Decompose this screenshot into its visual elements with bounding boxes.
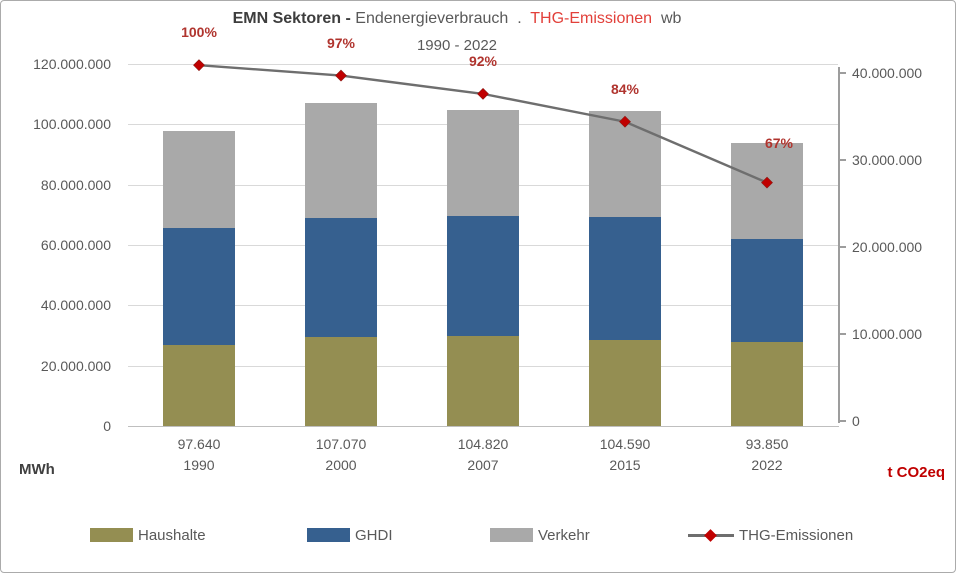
right-axis-tick	[838, 159, 846, 161]
percent-label: 67%	[764, 134, 794, 151]
legend-item-haushalte: Haushalte	[90, 525, 206, 545]
legend-label: GHDI	[355, 526, 393, 544]
thg-marker-icon	[477, 87, 489, 100]
left-axis-tick-label: 20.000.000	[40, 357, 111, 374]
bar-segment-verkehr	[589, 110, 661, 217]
verkehr-swatch-icon	[490, 528, 533, 542]
thg-marker-icon	[193, 59, 205, 72]
right-axis-tick-label: 20.000.000	[852, 239, 923, 255]
right-axis-line	[838, 67, 840, 423]
left-axis-tick-label: 80.000.000	[40, 176, 111, 193]
thg-emissions-line-layer	[193, 59, 773, 189]
percent-label: 92%	[468, 52, 498, 69]
x-axis-label-2007: 104.820 2007	[412, 434, 554, 476]
ghdi-swatch-icon	[307, 528, 350, 542]
x-axis-total-label: 104.590	[599, 436, 651, 452]
bar-segment-verkehr	[305, 103, 377, 218]
x-axis-total-label: 97.640	[177, 436, 221, 452]
bar-segment-haushalte	[305, 337, 377, 426]
x-axis-year-label: 2007	[467, 457, 499, 473]
bar-segment-verkehr	[163, 131, 235, 229]
bar-segment-haushalte	[589, 340, 661, 426]
legend-label: Verkehr	[538, 526, 590, 544]
x-axis-year-label: 2022	[751, 457, 783, 473]
title-segment: .	[508, 10, 531, 27]
bar-stack-1990	[163, 131, 235, 426]
title-segment: THG-Emissionen	[530, 10, 653, 27]
bar-segment-verkehr	[731, 142, 803, 239]
thg-marker-icon	[335, 69, 347, 82]
bar-segment-ghdi	[447, 216, 519, 336]
x-axis-label-2015: 104.590 2015	[554, 434, 696, 476]
legend-label: Haushalte	[138, 526, 206, 544]
bar-segment-ghdi	[731, 238, 803, 342]
bar-stack-2007	[447, 109, 519, 426]
haushalte-swatch-icon	[90, 528, 133, 542]
percent-label: 100%	[181, 24, 217, 41]
legend-item-verkehr: Verkehr	[490, 525, 590, 545]
right-axis-tick	[838, 420, 846, 422]
x-axis-label-1990: 97.640 1990	[128, 434, 270, 476]
bar-segment-ghdi	[305, 217, 377, 338]
right-axis-tick-label: 0	[852, 413, 860, 429]
percent-label: 84%	[610, 80, 640, 97]
bar-stack-2000	[305, 103, 377, 426]
right-axis-unit-label: t CO2eq	[887, 464, 945, 481]
right-axis-tick	[838, 333, 846, 335]
x-axis-year-label: 2000	[325, 457, 357, 473]
legend-item-ghdi: GHDI	[307, 525, 393, 545]
x-axis-total-label: 104.820	[457, 436, 509, 452]
bar-stack-2022	[731, 142, 803, 426]
bar-segment-haushalte	[163, 344, 235, 426]
legend: Haushalte GHDI Verkehr THG-Emissionen	[1, 525, 955, 549]
title-segment: wb	[652, 10, 682, 27]
gridline	[128, 64, 838, 65]
thg-marker-icon	[761, 176, 773, 189]
left-axis-tick-label: 120.000.000	[33, 56, 111, 72]
title-segment: EMN Sektoren -	[232, 10, 356, 27]
x-axis-total-label: 93.850	[745, 436, 789, 452]
bar-segment-ghdi	[589, 216, 661, 341]
x-axis-year-label: 2015	[609, 457, 641, 473]
title-segment: Endenergieverbrauch	[355, 10, 509, 27]
chart-title: EMN Sektoren - Endenergieverbrauch . THG…	[1, 10, 913, 28]
x-axis-line	[128, 426, 839, 427]
x-axis-year-label: 1990	[183, 457, 215, 473]
right-axis-tick	[838, 246, 846, 248]
diamond-marker-icon	[704, 528, 717, 542]
bar-segment-ghdi	[163, 228, 235, 345]
bar-segment-verkehr	[447, 109, 519, 217]
right-axis-tick-label: 30.000.000	[852, 152, 923, 168]
x-axis-label-2022: 93.850 2022	[696, 434, 838, 476]
bar-segment-haushalte	[731, 341, 803, 426]
left-axis-unit-label: MWh	[19, 461, 55, 478]
right-axis-tick	[838, 72, 846, 74]
legend-label: THG-Emissionen	[739, 526, 854, 544]
left-axis-tick-label: 0	[103, 418, 111, 434]
left-axis-tick-label: 40.000.000	[40, 297, 111, 314]
legend-item-thg-emissionen: THG-Emissionen	[688, 525, 853, 545]
x-axis-label-2000: 107.070 2000	[270, 434, 412, 476]
thg-marker-icon	[619, 115, 631, 128]
percent-label: 97%	[326, 34, 356, 51]
thg-emissions-line	[198, 63, 768, 184]
bar-segment-haushalte	[447, 335, 519, 426]
left-axis-tick-label: 100.000.000	[33, 116, 111, 133]
x-axis-total-label: 107.070	[315, 436, 367, 452]
thg-line-marker-icon	[688, 528, 734, 542]
bar-stack-2015	[589, 110, 661, 426]
chart-subtitle: 1990 - 2022	[416, 37, 498, 54]
plot-area	[128, 64, 838, 426]
left-axis-tick-label: 60.000.000	[40, 237, 111, 253]
right-axis-tick-label: 10.000.000	[852, 326, 923, 342]
right-axis-tick-label: 40.000.000	[852, 65, 923, 81]
